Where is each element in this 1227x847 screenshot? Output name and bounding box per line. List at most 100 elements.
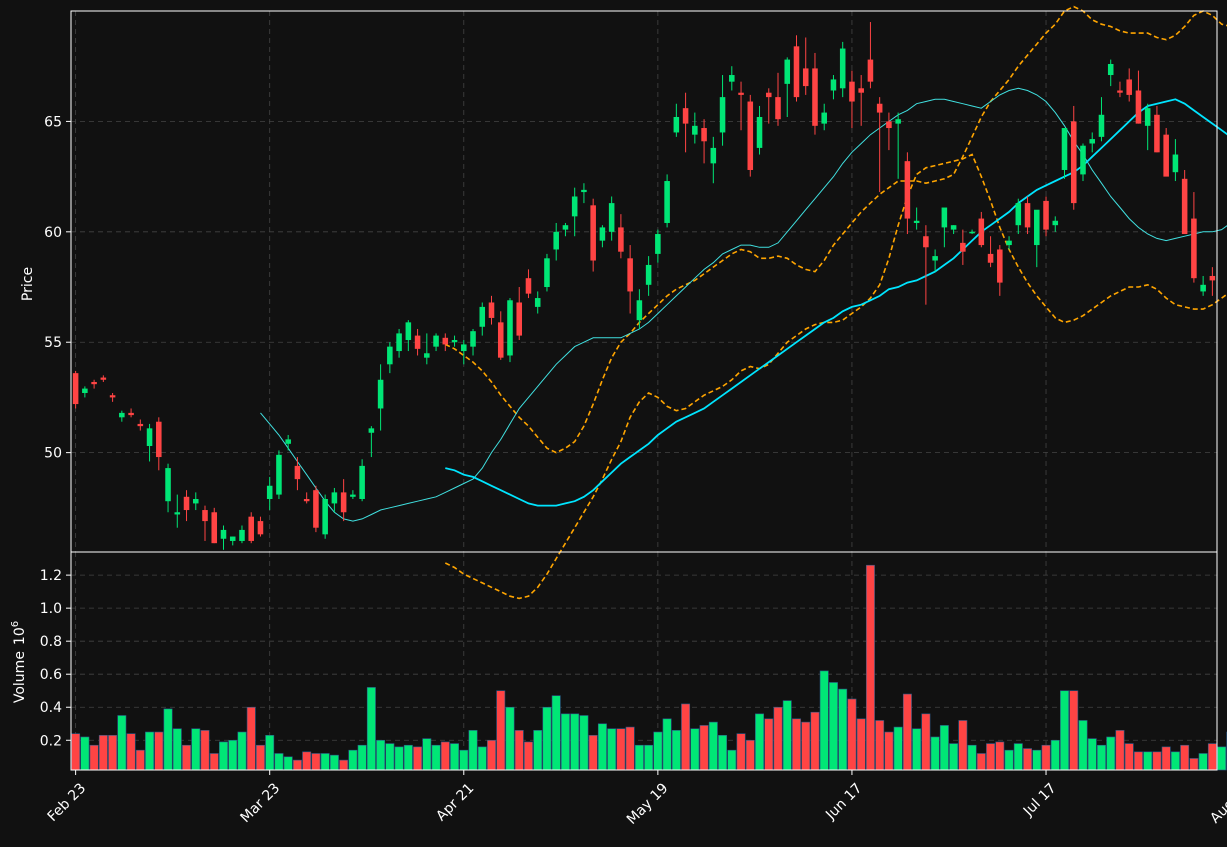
volume-bar xyxy=(728,750,736,770)
candle-down xyxy=(184,497,190,510)
volume-tick-label: 1.2 xyxy=(40,568,62,584)
candle-up xyxy=(267,486,273,499)
volume-bar xyxy=(543,707,551,770)
candle-up xyxy=(637,300,643,320)
candle-down xyxy=(794,46,800,97)
volume-bar xyxy=(857,719,865,770)
candle-up xyxy=(175,512,181,514)
candle-up xyxy=(452,340,458,342)
volume-tick-label: 0.8 xyxy=(40,634,62,650)
volume-bar xyxy=(192,729,200,770)
volume-bar xyxy=(441,742,449,770)
price-axis-label: Price xyxy=(20,267,36,301)
volume-bar xyxy=(1180,745,1188,770)
candle-up xyxy=(969,232,975,234)
candle-down xyxy=(590,205,596,260)
candle-up xyxy=(1173,155,1179,173)
volume-bar xyxy=(903,694,911,770)
candle-up xyxy=(1052,221,1058,225)
volume-bar xyxy=(1217,747,1225,770)
candle-down xyxy=(905,161,911,218)
volume-bar xyxy=(848,699,856,770)
volume-bar xyxy=(1097,745,1105,770)
volume-bar xyxy=(534,730,542,770)
volume-bar xyxy=(478,747,486,770)
candle-down xyxy=(415,336,421,349)
volume-bar xyxy=(996,742,1004,770)
volume-bar xyxy=(367,687,375,770)
volume-bar xyxy=(358,745,366,770)
candle-up xyxy=(655,234,661,254)
candle-down xyxy=(1182,179,1188,234)
candle-down xyxy=(443,338,449,345)
candle-down xyxy=(979,219,985,245)
volume-bar xyxy=(404,745,412,770)
volume-bar xyxy=(1023,749,1031,770)
volume-bar xyxy=(432,745,440,770)
volume-bar xyxy=(755,714,763,770)
candle-down xyxy=(738,93,744,95)
candle-down xyxy=(683,108,689,123)
volume-bar xyxy=(303,752,311,770)
candle-up xyxy=(1200,285,1206,292)
volume-bar xyxy=(1060,691,1068,770)
price-tick-label: 50 xyxy=(44,446,62,462)
candle-down xyxy=(313,490,319,528)
volume-bar xyxy=(90,745,98,770)
volume-bar xyxy=(1162,747,1170,770)
volume-bar xyxy=(561,714,569,770)
candle-down xyxy=(812,68,818,125)
candle-up xyxy=(276,455,282,495)
candle-down xyxy=(341,492,347,512)
volume-bar xyxy=(450,744,458,770)
candle-up xyxy=(221,530,227,539)
candle-down xyxy=(988,254,994,263)
candle-down xyxy=(1043,201,1049,230)
candle-up xyxy=(1099,115,1105,137)
volume-bar xyxy=(99,735,107,770)
candle-down xyxy=(1071,121,1077,203)
candle-down xyxy=(516,302,522,335)
candle-up xyxy=(895,119,901,123)
volume-bar xyxy=(589,735,597,770)
candle-up xyxy=(350,495,356,497)
volume-bar xyxy=(256,745,264,770)
volume-bar xyxy=(986,744,994,770)
volume-bar xyxy=(912,729,920,770)
volume-bar xyxy=(293,760,301,770)
volume-bar xyxy=(1116,730,1124,770)
volume-bar xyxy=(1005,750,1013,770)
volume-bar xyxy=(709,722,717,770)
volume-bar xyxy=(635,745,643,770)
volume-bar xyxy=(1153,752,1161,770)
candle-up xyxy=(369,428,375,432)
candle-up xyxy=(322,499,328,534)
candle-down xyxy=(498,322,504,357)
candle-down xyxy=(1126,79,1132,94)
candle-up xyxy=(831,79,837,90)
volume-bar xyxy=(977,753,985,770)
candle-up xyxy=(572,196,578,216)
candle-up xyxy=(914,221,920,223)
candle-up xyxy=(932,256,938,260)
volume-bar xyxy=(885,732,893,770)
candle-up xyxy=(285,439,291,443)
candle-up xyxy=(406,322,412,340)
candle-up xyxy=(424,353,430,357)
volume-bar xyxy=(219,742,227,770)
volume-bar xyxy=(423,739,431,770)
volume-bar xyxy=(644,745,652,770)
candle-down xyxy=(304,499,310,501)
candle-up xyxy=(674,117,680,132)
candle-up xyxy=(544,258,550,287)
candle-up xyxy=(1080,146,1086,175)
candle-up xyxy=(646,265,652,285)
candle-down xyxy=(489,302,495,317)
volume-bar xyxy=(663,719,671,770)
volume-bar xyxy=(524,742,532,770)
candle-down xyxy=(1191,219,1197,279)
volume-bar xyxy=(617,729,625,770)
volume-bar xyxy=(598,724,606,770)
volume-bar xyxy=(783,701,791,770)
candle-up xyxy=(461,344,467,351)
